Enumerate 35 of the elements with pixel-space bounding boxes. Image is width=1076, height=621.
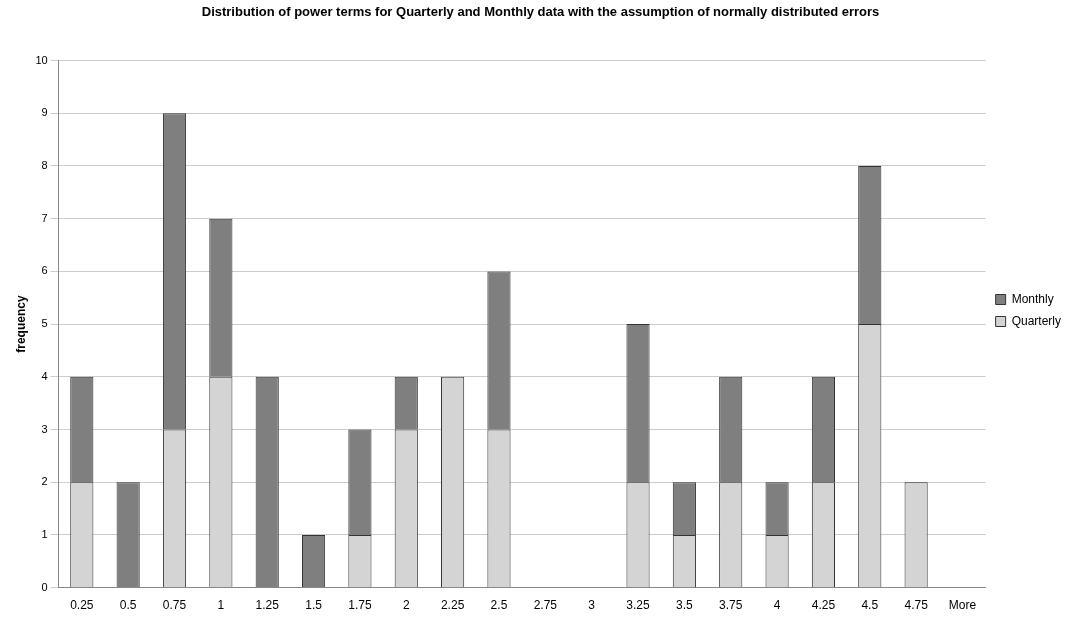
x-tick-label: 2.5 bbox=[490, 598, 508, 613]
x-tick-label: 1.25 bbox=[255, 598, 280, 613]
x-tick-label: 3.25 bbox=[626, 598, 651, 613]
x-tick-label: 4.75 bbox=[904, 598, 929, 613]
x-tick-label: 4 bbox=[773, 598, 781, 613]
x-tick-label: 1.75 bbox=[348, 598, 372, 613]
x-tick-label: 1.5 bbox=[305, 598, 323, 613]
x-tick-label: 3.5 bbox=[676, 598, 694, 613]
x-tick-label: 3.75 bbox=[719, 598, 743, 613]
y-tick-label: 10 bbox=[35, 53, 48, 66]
y-tick-label: 7 bbox=[41, 211, 48, 224]
x-tick-label: 2.25 bbox=[440, 598, 465, 613]
x-tick-label: 0.25 bbox=[70, 598, 94, 613]
chart-title: Distribution of power terms for Quarterly and Monthly data with the assumption of normally distributed errors bbox=[201, 4, 880, 20]
legend-label: Monthly bbox=[1011, 291, 1054, 306]
x-tick-label: 2 bbox=[402, 598, 410, 613]
y-tick-label: 8 bbox=[41, 159, 48, 172]
legend-label: Quarterly bbox=[1011, 313, 1062, 328]
x-tick-label: 4.5 bbox=[861, 598, 879, 613]
y-tick-label: 6 bbox=[41, 264, 48, 277]
y-tick-label: 4 bbox=[41, 369, 48, 382]
y-tick-label: 0 bbox=[41, 580, 48, 593]
x-tick-label: 3 bbox=[588, 598, 596, 613]
x-tick-label: 4.25 bbox=[811, 598, 836, 613]
y-tick-label: 9 bbox=[41, 106, 48, 119]
x-tick-label: More bbox=[948, 598, 977, 613]
x-tick-label: 0.75 bbox=[162, 598, 187, 613]
y-tick-label: 5 bbox=[41, 317, 48, 330]
y-tick-label: 2 bbox=[41, 475, 48, 488]
y-axis-title: frequency bbox=[13, 295, 28, 353]
y-tick-label: 3 bbox=[41, 422, 48, 435]
x-tick-label: 0.5 bbox=[119, 598, 137, 613]
y-tick-label: 1 bbox=[41, 527, 48, 540]
x-tick-label: 2.75 bbox=[533, 598, 558, 613]
x-tick-label: 1 bbox=[217, 598, 225, 613]
